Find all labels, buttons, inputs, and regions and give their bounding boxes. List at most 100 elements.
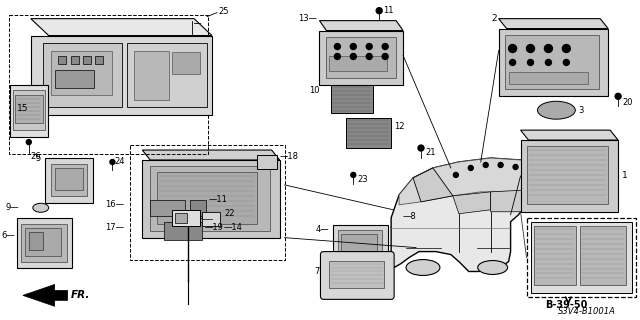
Text: S3V4-B1001A: S3V4-B1001A [558, 307, 616, 316]
Bar [346, 118, 391, 148]
Text: 3: 3 [579, 106, 584, 115]
Circle shape [334, 44, 340, 50]
Polygon shape [23, 284, 68, 306]
Bar [499, 28, 608, 96]
Text: 7: 7 [314, 267, 319, 276]
FancyBboxPatch shape [321, 252, 394, 300]
Bar [45, 158, 93, 203]
Bar [58, 56, 66, 64]
Bar [10, 85, 48, 137]
Text: 25: 25 [218, 7, 228, 16]
Ellipse shape [540, 162, 595, 190]
Ellipse shape [343, 268, 371, 282]
Bar [70, 56, 79, 64]
Circle shape [350, 44, 356, 50]
Polygon shape [499, 19, 608, 28]
Bar [25, 228, 61, 256]
Text: 9—: 9— [5, 203, 19, 212]
Text: B-39-50: B-39-50 [545, 300, 588, 310]
Circle shape [350, 53, 356, 60]
Bar [150, 200, 185, 216]
Text: 23: 23 [357, 175, 368, 184]
Circle shape [26, 140, 31, 145]
Bar [333, 225, 388, 267]
Text: 10: 10 [309, 86, 319, 95]
Circle shape [382, 53, 388, 60]
Bar [51, 164, 86, 196]
Text: 26: 26 [31, 151, 42, 161]
Bar [257, 155, 276, 169]
Ellipse shape [406, 260, 440, 276]
Bar [332, 85, 373, 113]
Bar [339, 230, 382, 261]
Circle shape [509, 60, 516, 65]
Circle shape [468, 165, 473, 171]
Circle shape [615, 93, 621, 99]
Ellipse shape [391, 223, 411, 233]
Text: —14: —14 [224, 223, 243, 232]
Text: 12: 12 [394, 122, 404, 131]
Bar [330, 260, 384, 288]
Circle shape [334, 53, 340, 60]
Circle shape [453, 172, 458, 177]
Polygon shape [491, 190, 529, 212]
Bar [29, 232, 43, 250]
Text: 2: 2 [491, 14, 497, 23]
Bar [172, 52, 200, 74]
Polygon shape [31, 19, 212, 36]
Bar [15, 95, 43, 123]
Bar [54, 70, 95, 88]
Bar [172, 210, 200, 226]
Text: 20: 20 [622, 98, 632, 107]
Bar [9, 15, 208, 154]
Polygon shape [453, 192, 491, 214]
Bar [326, 36, 396, 78]
Text: 13—: 13— [298, 14, 317, 23]
Polygon shape [520, 130, 618, 140]
Bar [504, 35, 599, 89]
Circle shape [351, 172, 356, 177]
Bar [31, 36, 212, 115]
Bar [17, 218, 72, 268]
Circle shape [527, 60, 534, 65]
Bar [509, 72, 588, 84]
Bar [43, 43, 122, 107]
Bar [175, 213, 187, 223]
Bar [54, 168, 83, 190]
Bar [131, 145, 285, 260]
Text: 21: 21 [425, 148, 435, 156]
Text: 22: 22 [224, 209, 234, 218]
Circle shape [382, 44, 388, 50]
Bar [134, 51, 169, 100]
Circle shape [509, 44, 516, 52]
Circle shape [545, 44, 552, 52]
Circle shape [545, 60, 552, 65]
Circle shape [513, 164, 518, 170]
Bar [150, 166, 269, 231]
Bar [142, 160, 280, 238]
Bar [527, 218, 636, 297]
Text: 4—: 4— [316, 225, 330, 234]
Text: 17—: 17— [106, 223, 124, 232]
Text: 15: 15 [17, 104, 28, 113]
Polygon shape [399, 158, 532, 205]
Circle shape [498, 163, 503, 167]
Bar [330, 56, 387, 71]
Bar [95, 56, 104, 64]
Text: FR.: FR. [70, 290, 90, 300]
Text: —8: —8 [403, 212, 417, 221]
Circle shape [527, 44, 534, 52]
Ellipse shape [538, 101, 575, 119]
Circle shape [366, 53, 372, 60]
Circle shape [110, 159, 115, 164]
Text: 24: 24 [115, 157, 125, 166]
Bar [164, 222, 202, 240]
Text: 5: 5 [35, 154, 41, 163]
Text: 11: 11 [383, 6, 394, 15]
Text: —11: —11 [209, 195, 228, 204]
Polygon shape [391, 158, 532, 271]
Bar [202, 212, 220, 226]
Text: 6—: 6— [1, 231, 15, 240]
Ellipse shape [477, 260, 508, 275]
Bar [51, 51, 113, 95]
